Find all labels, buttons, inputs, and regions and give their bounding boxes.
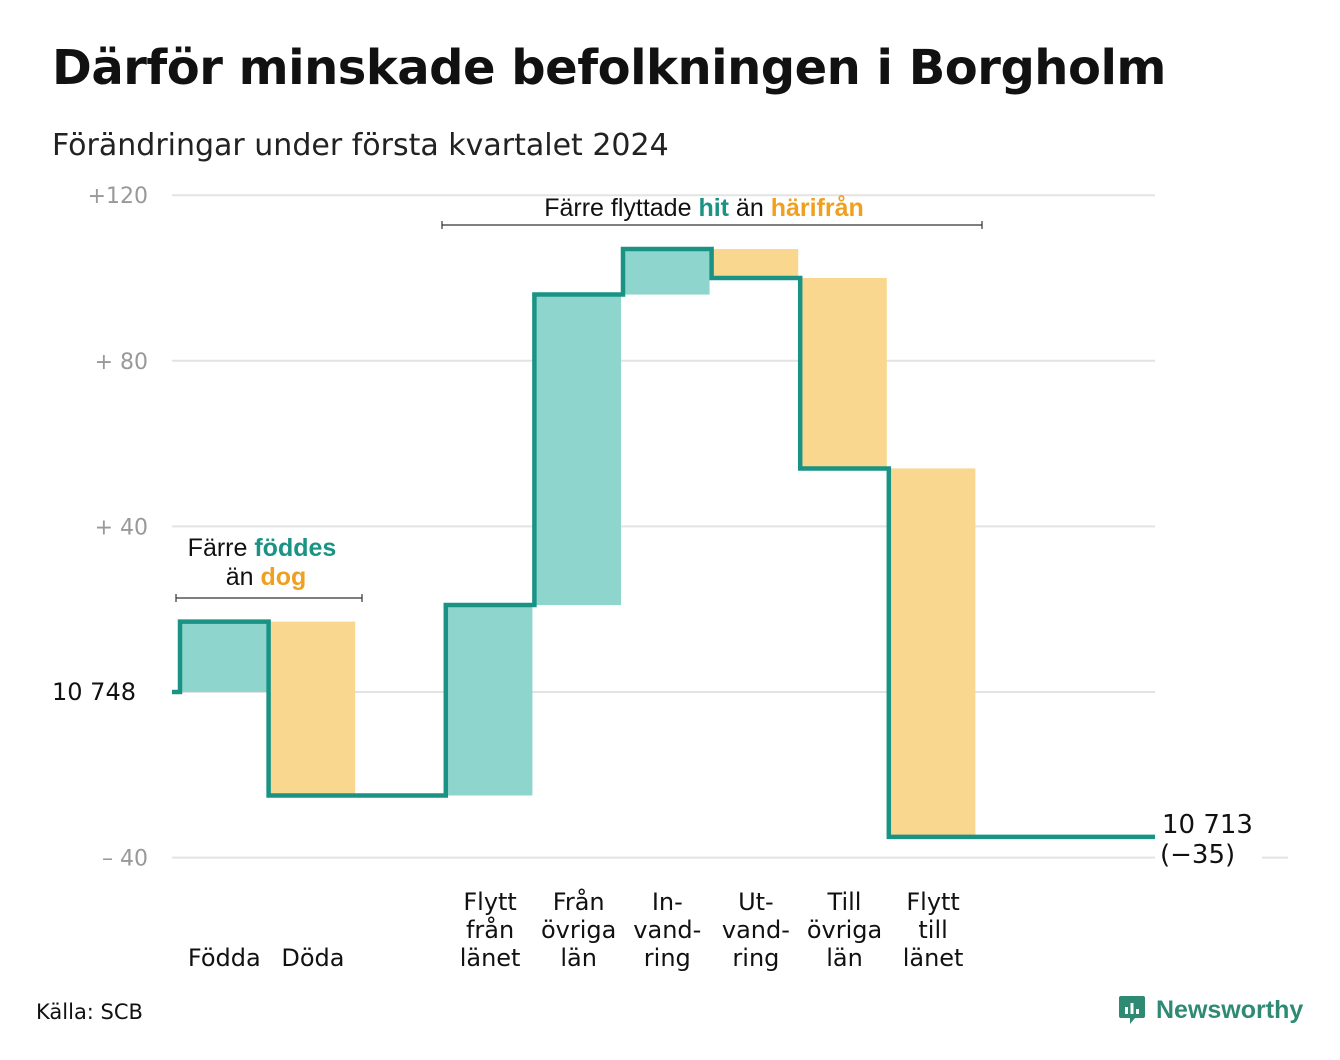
waterfall-bar: [536, 294, 621, 606]
waterfall-bar: [270, 621, 356, 796]
line-layer: [172, 246, 1155, 840]
y-tick-label: + 80: [95, 350, 148, 375]
newsworthy-logo-icon: [1119, 996, 1145, 1024]
chart-subtitle: Förändringar under första kvartalet 2024: [52, 128, 669, 163]
category-label: Till: [827, 888, 862, 916]
category-label: övriga: [541, 916, 616, 944]
category-label: övriga: [807, 916, 882, 944]
category-label: Ut-: [738, 888, 774, 916]
category-label: vand-: [722, 916, 790, 944]
population-step-line: [172, 246, 1155, 840]
category-label: In-: [652, 888, 683, 916]
category-label: län: [826, 944, 863, 972]
category-label: ring: [644, 944, 691, 972]
category-label: län: [560, 944, 597, 972]
category-label: Från: [553, 887, 605, 916]
category-label: ring: [732, 944, 779, 972]
births-annotation-line1: Färre föddes: [188, 534, 337, 562]
category-label: länet: [903, 944, 964, 972]
waterfall-bar: [802, 278, 887, 469]
category-label: Flytt: [463, 888, 517, 916]
waterfall-bar: [625, 249, 710, 295]
bar-layer: [182, 249, 976, 837]
category-label: Döda: [281, 944, 344, 972]
waterfall-bar: [713, 249, 799, 278]
brand-name: Newsworthy: [1156, 995, 1304, 1024]
chart-title: Därför minskade befolkningen i Borgholm: [52, 40, 1166, 96]
end-value-label: 10 713: [1162, 810, 1253, 840]
waterfall-bar: [890, 468, 976, 837]
waterfall-bar: [182, 621, 267, 692]
category-label: vand-: [633, 916, 701, 944]
y-tick-label: +120: [88, 184, 148, 209]
category-label: från: [466, 915, 514, 944]
start-value-label: 10 748: [52, 678, 136, 706]
end-change-label: (−35): [1160, 840, 1235, 870]
y-tick-label: – 40: [102, 847, 148, 872]
category-label: Födda: [188, 944, 261, 972]
category-label: till: [918, 916, 947, 944]
waterfall-bar: [447, 605, 533, 796]
source-note: Källa: SCB: [36, 1000, 143, 1024]
category-label: länet: [460, 944, 521, 972]
births-annotation-line2: än dog: [226, 563, 307, 591]
moves-annotation: Färre flyttade hit än härifrån: [544, 194, 864, 222]
brand-logo: Newsworthy: [1118, 994, 1303, 1026]
y-tick-label: + 40: [95, 515, 148, 540]
category-label: Flytt: [906, 888, 960, 916]
